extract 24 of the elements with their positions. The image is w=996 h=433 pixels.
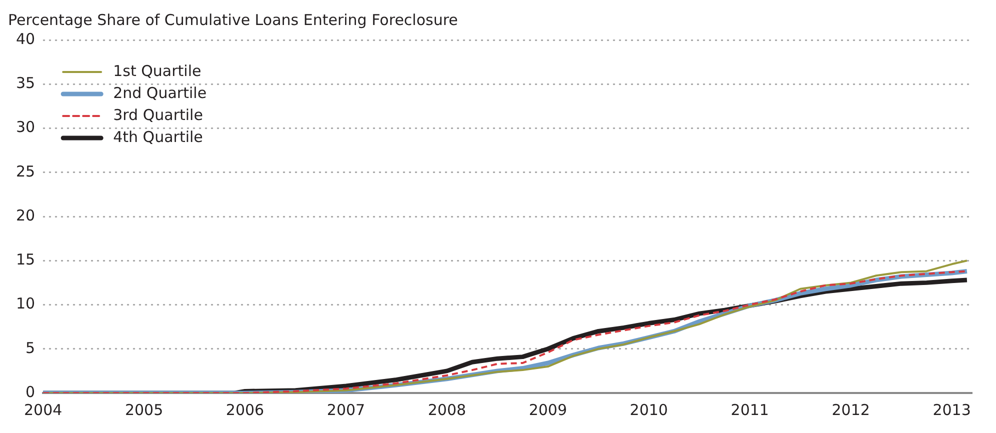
y-tick-label: 5	[26, 338, 36, 357]
x-tick-label: 2011	[730, 400, 769, 419]
legend-label: 4th Quartile	[113, 128, 203, 146]
legend-label: 3rd Quartile	[113, 106, 203, 124]
x-tick-label: 2007	[326, 400, 366, 419]
x-tick-label: 2009	[528, 400, 568, 419]
legend-label: 1st Quartile	[113, 62, 202, 80]
y-tick-label: 10	[16, 294, 36, 313]
y-tick-label: 0	[26, 382, 36, 401]
x-tick-label: 2006	[226, 400, 264, 419]
x-tick-label: 2004	[24, 400, 62, 419]
y-tick-label: 20	[16, 206, 36, 224]
chart-title: Percentage Share of Cumulative Loans Entering Foreclosure	[8, 10, 458, 29]
legend-label: 2nd Quartile	[113, 84, 207, 102]
y-tick-label: 25	[16, 162, 36, 180]
x-tick-label: 2008	[428, 400, 466, 419]
y-tick-label: 30	[16, 118, 36, 136]
x-tick-label: 2010	[630, 400, 668, 419]
y-tick-label: 35	[16, 74, 36, 92]
x-tick-label: 2013	[932, 400, 971, 419]
x-tick-label: 2005	[124, 400, 164, 419]
y-tick-label: 15	[16, 250, 36, 269]
y-tick-label: 40	[16, 30, 36, 48]
x-tick-label: 2012	[832, 400, 870, 419]
